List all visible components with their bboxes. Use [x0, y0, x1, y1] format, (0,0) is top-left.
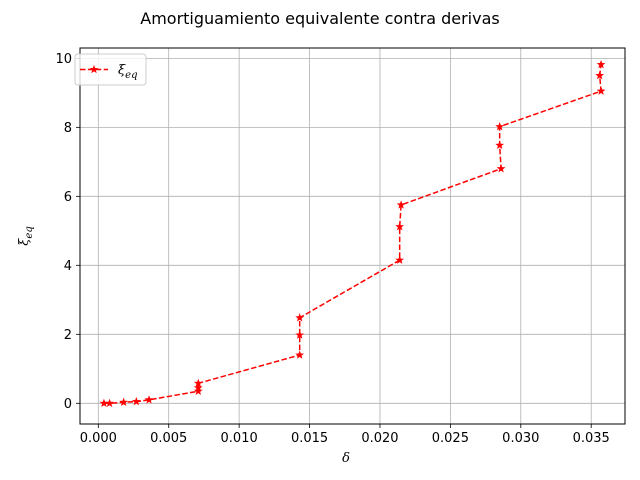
legend: ξeq	[75, 54, 146, 85]
y-tick-label: 0	[64, 397, 72, 412]
x-tick-label: 0.020	[361, 431, 398, 446]
x-tick-label: 0.015	[291, 431, 328, 446]
x-tick-label: 0.010	[221, 431, 258, 446]
x-tick-label: 0.000	[80, 431, 117, 446]
x-tick-label: 0.030	[502, 431, 539, 446]
y-tick-label: 6	[64, 190, 72, 205]
y-axis-label-sub: eq	[24, 226, 35, 238]
chart-title: Amortiguamiento equivalente contra deriv…	[140, 9, 499, 28]
y-tick-label: 8	[64, 121, 72, 136]
y-tick-label: 2	[64, 328, 72, 343]
y-tick-label: 4	[64, 259, 72, 274]
y-tick-label: 10	[55, 52, 72, 67]
x-tick-label: 0.025	[432, 431, 469, 446]
x-tick-label: 0.035	[573, 431, 610, 446]
x-axis-label: δ	[342, 451, 350, 466]
x-tick-label: 0.005	[150, 431, 187, 446]
legend-label-sub: eq	[125, 70, 137, 81]
